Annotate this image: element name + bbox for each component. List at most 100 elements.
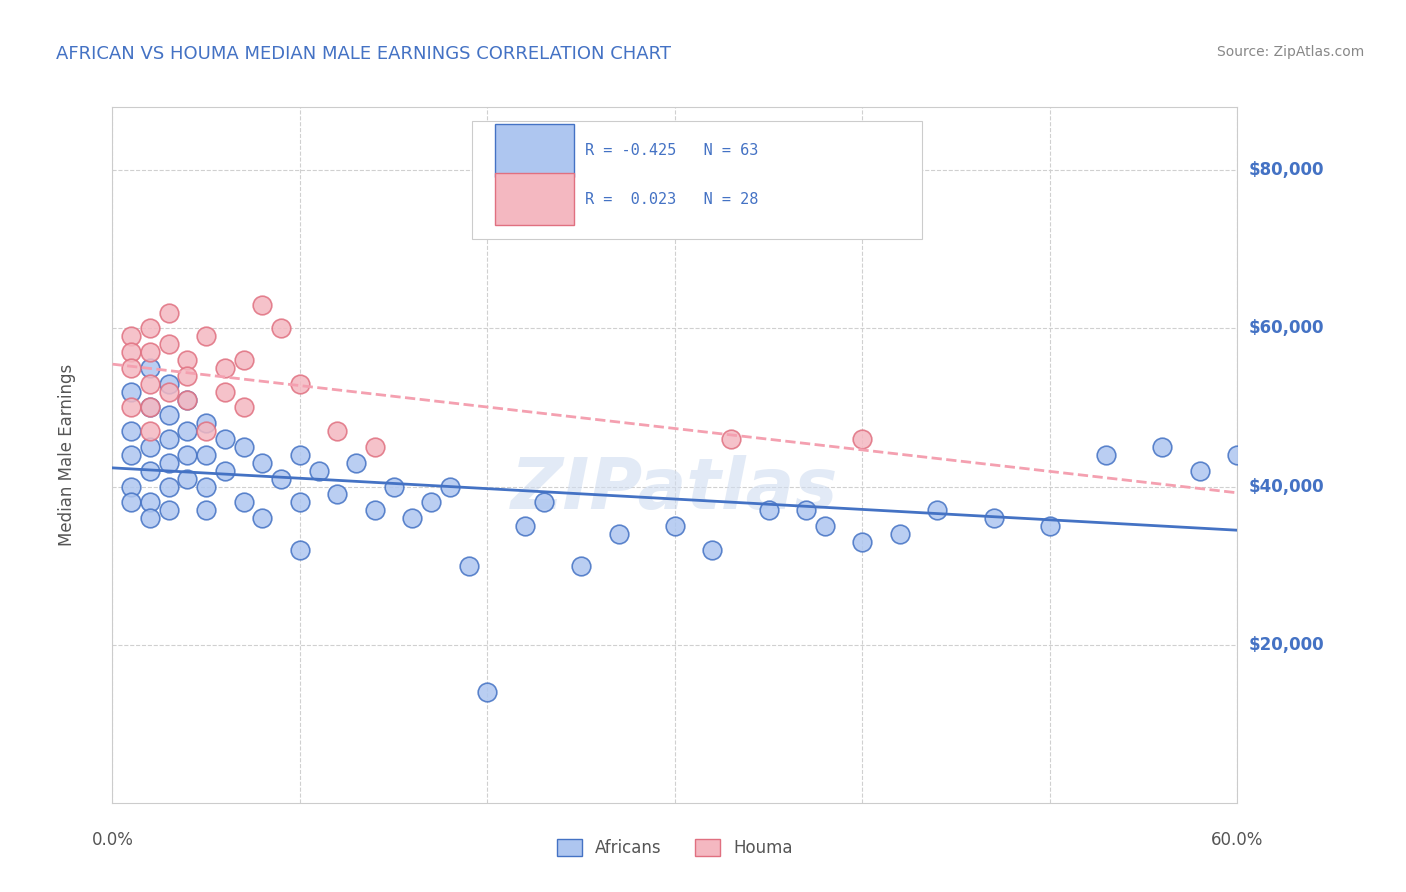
Point <box>120 401 142 415</box>
Point <box>326 424 349 438</box>
Point <box>232 353 254 368</box>
Text: R =  0.023   N = 28: R = 0.023 N = 28 <box>585 192 758 207</box>
Point <box>814 519 837 533</box>
Point <box>232 440 254 454</box>
Point <box>120 424 142 438</box>
Point <box>214 361 236 376</box>
Point <box>288 448 311 462</box>
Point <box>439 479 461 493</box>
Point <box>176 424 198 438</box>
Point <box>607 527 630 541</box>
Point <box>195 424 218 438</box>
Point <box>157 376 180 391</box>
Point <box>157 456 180 470</box>
Point <box>157 384 180 399</box>
Point <box>139 511 162 525</box>
Point <box>513 519 536 533</box>
Point <box>364 440 387 454</box>
Point <box>288 542 311 557</box>
Point <box>120 479 142 493</box>
FancyBboxPatch shape <box>495 173 574 226</box>
Text: $40,000: $40,000 <box>1249 477 1324 496</box>
Point <box>1152 440 1174 454</box>
Point <box>232 401 254 415</box>
Point <box>176 472 198 486</box>
Point <box>326 487 349 501</box>
Point <box>477 685 499 699</box>
Point <box>232 495 254 509</box>
Point <box>195 448 218 462</box>
Point <box>851 535 873 549</box>
Point <box>157 479 180 493</box>
Point <box>720 432 742 446</box>
Point <box>308 464 330 478</box>
Point <box>139 401 162 415</box>
Point <box>252 298 274 312</box>
Point <box>176 392 198 407</box>
Text: $60,000: $60,000 <box>1249 319 1324 337</box>
Point <box>288 495 311 509</box>
Point <box>139 361 162 376</box>
Point <box>252 456 274 470</box>
Point <box>702 542 724 557</box>
Point <box>195 503 218 517</box>
Point <box>120 448 142 462</box>
Point <box>270 472 292 486</box>
FancyBboxPatch shape <box>495 125 574 177</box>
Point <box>157 503 180 517</box>
Point <box>364 503 387 517</box>
Point <box>139 321 162 335</box>
Text: 60.0%: 60.0% <box>1211 830 1264 848</box>
Point <box>195 417 218 431</box>
Point <box>139 345 162 359</box>
Point <box>139 424 162 438</box>
Point <box>851 432 873 446</box>
Point <box>176 448 198 462</box>
Text: AFRICAN VS HOUMA MEDIAN MALE EARNINGS CORRELATION CHART: AFRICAN VS HOUMA MEDIAN MALE EARNINGS CO… <box>56 45 671 62</box>
Point <box>139 495 162 509</box>
Point <box>983 511 1005 525</box>
Point <box>139 440 162 454</box>
Point <box>157 409 180 423</box>
Text: Median Male Earnings: Median Male Earnings <box>59 364 76 546</box>
Point <box>214 464 236 478</box>
Point <box>382 479 405 493</box>
Point <box>401 511 423 525</box>
Text: $20,000: $20,000 <box>1249 636 1324 654</box>
Point <box>1095 448 1118 462</box>
Point <box>1226 448 1249 462</box>
Text: ZIPatlas: ZIPatlas <box>512 455 838 524</box>
Point <box>420 495 443 509</box>
Point <box>758 503 780 517</box>
Point <box>1039 519 1062 533</box>
Point <box>889 527 911 541</box>
Point <box>664 519 686 533</box>
Point <box>120 345 142 359</box>
Point <box>195 329 218 343</box>
Point <box>569 558 592 573</box>
Text: $80,000: $80,000 <box>1249 161 1324 179</box>
Point <box>270 321 292 335</box>
Text: 0.0%: 0.0% <box>91 830 134 848</box>
Legend: Africans, Houma: Africans, Houma <box>550 832 800 864</box>
Point <box>139 376 162 391</box>
Point <box>794 503 817 517</box>
Point <box>157 432 180 446</box>
Point <box>157 337 180 351</box>
Point <box>120 329 142 343</box>
Point <box>214 432 236 446</box>
Point <box>120 384 142 399</box>
Point <box>195 479 218 493</box>
Point <box>457 558 479 573</box>
Point <box>252 511 274 525</box>
Text: Source: ZipAtlas.com: Source: ZipAtlas.com <box>1216 45 1364 59</box>
Point <box>344 456 367 470</box>
Point <box>927 503 949 517</box>
Point <box>176 368 198 383</box>
Text: R = -0.425   N = 63: R = -0.425 N = 63 <box>585 144 758 159</box>
Point <box>120 361 142 376</box>
FancyBboxPatch shape <box>472 121 922 239</box>
Point <box>157 305 180 319</box>
Point <box>139 464 162 478</box>
Point <box>1188 464 1211 478</box>
